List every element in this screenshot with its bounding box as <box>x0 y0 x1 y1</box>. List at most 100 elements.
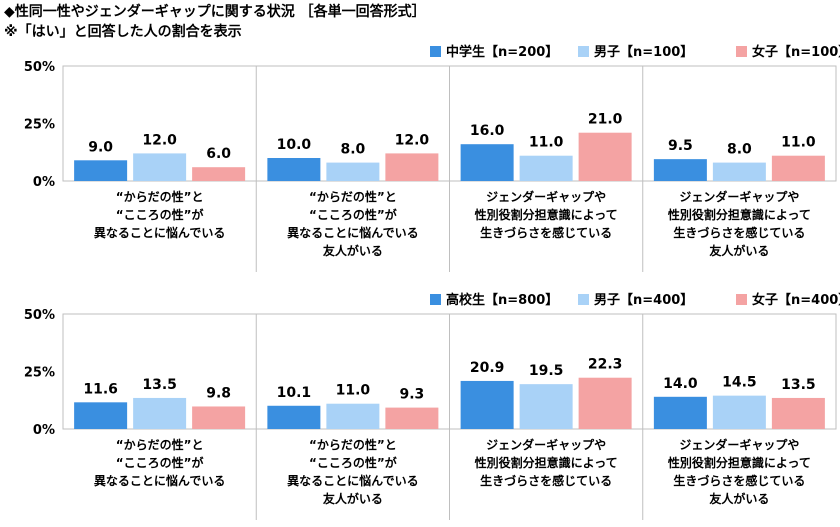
category-label: “こころの性”が <box>116 455 204 470</box>
category-label: ジェンダーギャップや <box>486 437 606 452</box>
bar-chart-junior-high: 中学生【n=200】 男子【n=100】 女子【n=100】 0% 25% 50% 9.0 1… <box>24 44 840 272</box>
category-label: 異なることに悩んでいる <box>94 473 225 488</box>
category-label: ジェンダーギャップや <box>679 189 799 204</box>
bar <box>133 397 187 429</box>
bar <box>192 406 246 429</box>
data-label: 20.9 <box>470 360 505 376</box>
legend-swatch <box>430 294 441 305</box>
y-tick-label: 25% <box>24 118 55 133</box>
chart-subtitle: ※「はい」と回答した人の割合を表示 <box>4 24 242 40</box>
y-tick-label: 0% <box>33 175 55 190</box>
data-label: 9.8 <box>206 385 231 401</box>
data-label: 14.0 <box>663 376 698 392</box>
bar <box>771 397 825 429</box>
data-label: 22.3 <box>588 357 623 373</box>
category-label: “こころの性”が <box>116 207 204 222</box>
category-label: “こころの性”が <box>309 455 397 470</box>
category-label: 友人がいる <box>322 243 383 258</box>
category-label: 性別役割分担意識によって <box>667 207 811 222</box>
y-tick-label: 0% <box>33 423 55 438</box>
bar <box>578 377 632 429</box>
category-label: 異なることに悩んでいる <box>287 473 418 488</box>
legend-label: 男子【n=100】 <box>594 44 693 60</box>
category-label: 友人がいる <box>708 491 769 506</box>
data-label: 21.0 <box>588 112 623 128</box>
data-label: 19.5 <box>529 363 564 379</box>
data-label: 8.0 <box>727 142 752 158</box>
data-label: 14.5 <box>722 375 757 391</box>
bar <box>519 384 573 429</box>
category-label: 性別役割分担意識によって <box>667 455 811 470</box>
bar <box>578 132 632 181</box>
bar <box>653 396 707 429</box>
data-label: 6.0 <box>206 146 231 162</box>
data-label: 13.5 <box>781 377 816 393</box>
bar <box>385 153 439 181</box>
chart-title: ◆性同一性やジェンダーギャップに関する状況 ［各単一回答形式］ <box>4 4 426 20</box>
legend-swatch <box>736 46 747 57</box>
category-label: 生きづらさを感じている <box>673 225 805 240</box>
data-label: 9.0 <box>88 139 113 155</box>
legend-swatch <box>578 294 589 305</box>
bar <box>326 403 380 429</box>
bar <box>653 159 707 181</box>
data-label: 11.0 <box>781 135 816 151</box>
category-label: 性別役割分担意識によって <box>474 207 618 222</box>
category-label: 友人がいる <box>322 491 383 506</box>
bar <box>460 380 514 429</box>
category-label: 性別役割分担意識によって <box>474 455 618 470</box>
legend-swatch <box>430 46 441 57</box>
category-label: “こころの性”が <box>309 207 397 222</box>
data-label: 11.0 <box>336 383 371 399</box>
bar <box>326 162 380 181</box>
legend-label: 男子【n=400】 <box>594 292 693 308</box>
bar <box>267 158 321 181</box>
data-label: 9.5 <box>668 138 693 154</box>
category-label: ジェンダーギャップや <box>486 189 606 204</box>
legend-item: 高校生【n=800】 <box>430 292 558 308</box>
bar <box>74 402 128 429</box>
data-label: 12.0 <box>142 132 177 148</box>
data-label: 10.1 <box>277 385 312 401</box>
bar <box>192 167 246 181</box>
category-label: ジェンダーギャップや <box>679 437 799 452</box>
category-label: 生きづらさを感じている <box>480 225 612 240</box>
category-label: 生きづらさを感じている <box>673 473 805 488</box>
legend-label: 女子【n=100】 <box>752 44 840 60</box>
legend-label: 中学生【n=200】 <box>446 44 558 60</box>
bar <box>74 160 128 181</box>
legend-item: 女子【n=400】 <box>736 292 840 308</box>
data-label: 12.0 <box>395 132 430 148</box>
data-label: 8.0 <box>340 142 365 158</box>
bar <box>133 153 187 181</box>
data-label: 11.0 <box>529 135 564 151</box>
bar <box>712 395 766 429</box>
data-label: 16.0 <box>470 123 505 139</box>
y-tick-label: 50% <box>24 308 55 323</box>
legend-swatch <box>578 46 589 57</box>
legend-item: 男子【n=100】 <box>578 44 693 60</box>
legend-swatch <box>736 294 747 305</box>
bar <box>771 155 825 181</box>
data-label: 10.0 <box>277 137 312 153</box>
category-label: “からだの性”と <box>309 189 397 204</box>
category-label: 異なることに悩んでいる <box>287 225 418 240</box>
category-label: “からだの性”と <box>116 437 204 452</box>
bar <box>712 162 766 181</box>
bar <box>519 155 573 181</box>
category-label: 生きづらさを感じている <box>480 473 612 488</box>
legend-label: 女子【n=400】 <box>752 292 840 308</box>
category-label: 異なることに悩んでいる <box>94 225 225 240</box>
y-tick-label: 50% <box>24 60 55 75</box>
data-label: 11.6 <box>83 381 118 397</box>
legend-label: 高校生【n=800】 <box>446 292 558 308</box>
bar-chart-high-school: 高校生【n=800】 男子【n=400】 女子【n=400】 0% 25% 50% 11.6… <box>24 292 840 520</box>
category-label: 友人がいる <box>708 243 769 258</box>
data-label: 9.3 <box>399 387 424 403</box>
category-label: “からだの性”と <box>116 189 204 204</box>
category-label: “からだの性”と <box>309 437 397 452</box>
legend-item: 女子【n=100】 <box>736 44 840 60</box>
legend-item: 中学生【n=200】 <box>430 44 558 60</box>
data-label: 13.5 <box>142 377 177 393</box>
bar <box>460 144 514 181</box>
